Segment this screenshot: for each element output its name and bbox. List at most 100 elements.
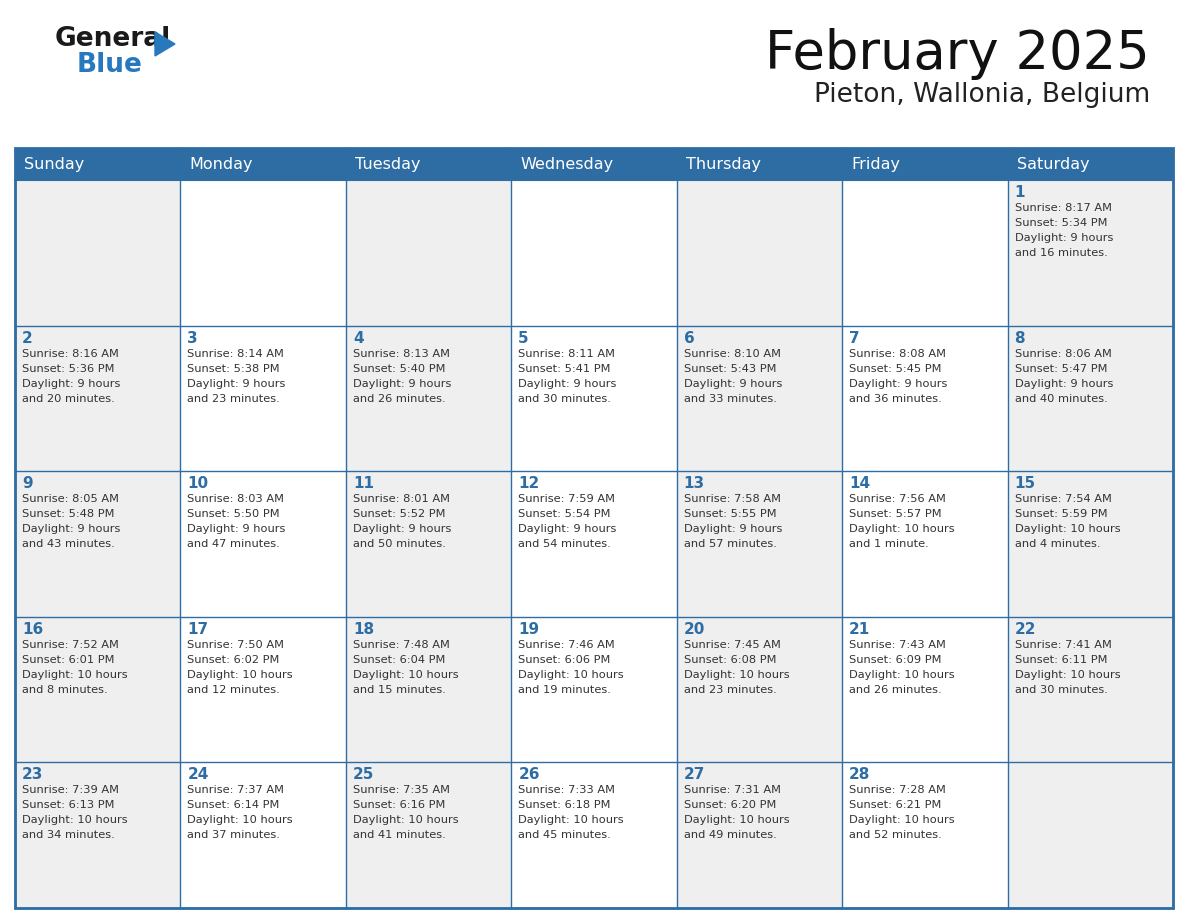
Bar (842, 617, 1007, 763)
Text: Sunset: 6:18 PM: Sunset: 6:18 PM (518, 800, 611, 811)
Bar (346, 617, 511, 763)
Text: 2: 2 (23, 330, 33, 345)
Text: Daylight: 9 hours: Daylight: 9 hours (23, 378, 120, 388)
Text: and 45 minutes.: and 45 minutes. (518, 831, 611, 840)
Text: 16: 16 (23, 621, 43, 637)
Text: 15: 15 (1015, 476, 1036, 491)
Text: Daylight: 9 hours: Daylight: 9 hours (849, 378, 948, 388)
Bar (346, 148, 511, 180)
Text: 23: 23 (23, 767, 44, 782)
Text: Daylight: 9 hours: Daylight: 9 hours (684, 378, 782, 388)
Text: Daylight: 10 hours: Daylight: 10 hours (684, 815, 789, 825)
Bar (511, 148, 677, 180)
Text: Sunrise: 8:14 AM: Sunrise: 8:14 AM (188, 349, 284, 359)
Text: 1: 1 (1015, 185, 1025, 200)
Text: Wednesday: Wednesday (520, 156, 613, 172)
Text: Pieton, Wallonia, Belgium: Pieton, Wallonia, Belgium (814, 82, 1150, 108)
Text: and 23 minutes.: and 23 minutes. (188, 394, 280, 404)
Text: Sunset: 5:54 PM: Sunset: 5:54 PM (518, 509, 611, 520)
Text: Daylight: 9 hours: Daylight: 9 hours (684, 524, 782, 534)
Polygon shape (154, 32, 175, 56)
Text: General: General (55, 26, 171, 52)
Text: Daylight: 10 hours: Daylight: 10 hours (188, 670, 293, 680)
Text: and 15 minutes.: and 15 minutes. (353, 685, 446, 695)
Text: Sunset: 5:36 PM: Sunset: 5:36 PM (23, 364, 114, 374)
Bar (15, 180, 181, 326)
Text: 26: 26 (518, 767, 539, 782)
Text: 28: 28 (849, 767, 871, 782)
Text: Tuesday: Tuesday (355, 156, 421, 172)
Text: and 33 minutes.: and 33 minutes. (684, 394, 777, 404)
Bar (181, 471, 346, 617)
Text: Sunrise: 7:45 AM: Sunrise: 7:45 AM (684, 640, 781, 650)
Text: Sunset: 5:52 PM: Sunset: 5:52 PM (353, 509, 446, 520)
Bar (15, 617, 181, 763)
Text: Daylight: 10 hours: Daylight: 10 hours (849, 815, 955, 825)
Text: and 57 minutes.: and 57 minutes. (684, 539, 777, 549)
Text: and 23 minutes.: and 23 minutes. (684, 685, 777, 695)
Text: and 19 minutes.: and 19 minutes. (518, 685, 611, 695)
Text: Sunrise: 7:58 AM: Sunrise: 7:58 AM (684, 494, 781, 504)
Text: Sunrise: 7:41 AM: Sunrise: 7:41 AM (1015, 640, 1112, 650)
Text: 12: 12 (518, 476, 539, 491)
Text: Sunrise: 7:31 AM: Sunrise: 7:31 AM (684, 786, 781, 795)
Text: and 30 minutes.: and 30 minutes. (1015, 685, 1107, 695)
Text: Daylight: 9 hours: Daylight: 9 hours (518, 524, 617, 534)
Text: Sunrise: 7:54 AM: Sunrise: 7:54 AM (1015, 494, 1112, 504)
Bar (842, 180, 1007, 326)
Text: and 36 minutes.: and 36 minutes. (849, 394, 942, 404)
Bar (15, 148, 1173, 908)
Text: Sunrise: 7:37 AM: Sunrise: 7:37 AM (188, 786, 284, 795)
Bar (15, 763, 181, 908)
Text: Daylight: 10 hours: Daylight: 10 hours (1015, 670, 1120, 680)
Text: 6: 6 (684, 330, 695, 345)
Bar (677, 180, 842, 326)
Bar (181, 180, 346, 326)
Text: Sunrise: 7:46 AM: Sunrise: 7:46 AM (518, 640, 615, 650)
Text: Sunset: 6:08 PM: Sunset: 6:08 PM (684, 655, 776, 665)
Bar (346, 326, 511, 471)
Text: and 34 minutes.: and 34 minutes. (23, 831, 115, 840)
Text: Sunset: 6:11 PM: Sunset: 6:11 PM (1015, 655, 1107, 665)
Text: and 4 minutes.: and 4 minutes. (1015, 539, 1100, 549)
Bar (181, 148, 346, 180)
Bar (842, 471, 1007, 617)
Bar (1007, 471, 1173, 617)
Text: 4: 4 (353, 330, 364, 345)
Text: 3: 3 (188, 330, 198, 345)
Text: Thursday: Thursday (685, 156, 760, 172)
Bar (842, 326, 1007, 471)
Bar (15, 148, 181, 180)
Bar (181, 326, 346, 471)
Text: Daylight: 10 hours: Daylight: 10 hours (849, 524, 955, 534)
Text: 9: 9 (23, 476, 32, 491)
Bar (677, 326, 842, 471)
Bar (346, 763, 511, 908)
Text: Daylight: 9 hours: Daylight: 9 hours (23, 524, 120, 534)
Text: Sunrise: 8:08 AM: Sunrise: 8:08 AM (849, 349, 946, 359)
Text: Sunset: 6:13 PM: Sunset: 6:13 PM (23, 800, 114, 811)
Text: Daylight: 10 hours: Daylight: 10 hours (849, 670, 955, 680)
Text: 13: 13 (684, 476, 704, 491)
Text: 27: 27 (684, 767, 706, 782)
Text: Sunset: 5:43 PM: Sunset: 5:43 PM (684, 364, 776, 374)
Text: 5: 5 (518, 330, 529, 345)
Text: and 16 minutes.: and 16 minutes. (1015, 248, 1107, 258)
Text: Sunset: 5:50 PM: Sunset: 5:50 PM (188, 509, 280, 520)
Text: Sunday: Sunday (24, 156, 84, 172)
Bar (15, 326, 181, 471)
Text: Sunrise: 8:01 AM: Sunrise: 8:01 AM (353, 494, 450, 504)
Text: Friday: Friday (851, 156, 901, 172)
Text: Daylight: 9 hours: Daylight: 9 hours (353, 524, 451, 534)
Text: Sunset: 5:47 PM: Sunset: 5:47 PM (1015, 364, 1107, 374)
Text: Sunrise: 8:10 AM: Sunrise: 8:10 AM (684, 349, 781, 359)
Bar (1007, 180, 1173, 326)
Text: Sunrise: 7:59 AM: Sunrise: 7:59 AM (518, 494, 615, 504)
Text: Daylight: 10 hours: Daylight: 10 hours (518, 670, 624, 680)
Text: Sunset: 6:21 PM: Sunset: 6:21 PM (849, 800, 942, 811)
Text: 18: 18 (353, 621, 374, 637)
Text: 7: 7 (849, 330, 860, 345)
Text: Sunset: 5:55 PM: Sunset: 5:55 PM (684, 509, 776, 520)
Text: Sunrise: 7:48 AM: Sunrise: 7:48 AM (353, 640, 450, 650)
Bar (511, 180, 677, 326)
